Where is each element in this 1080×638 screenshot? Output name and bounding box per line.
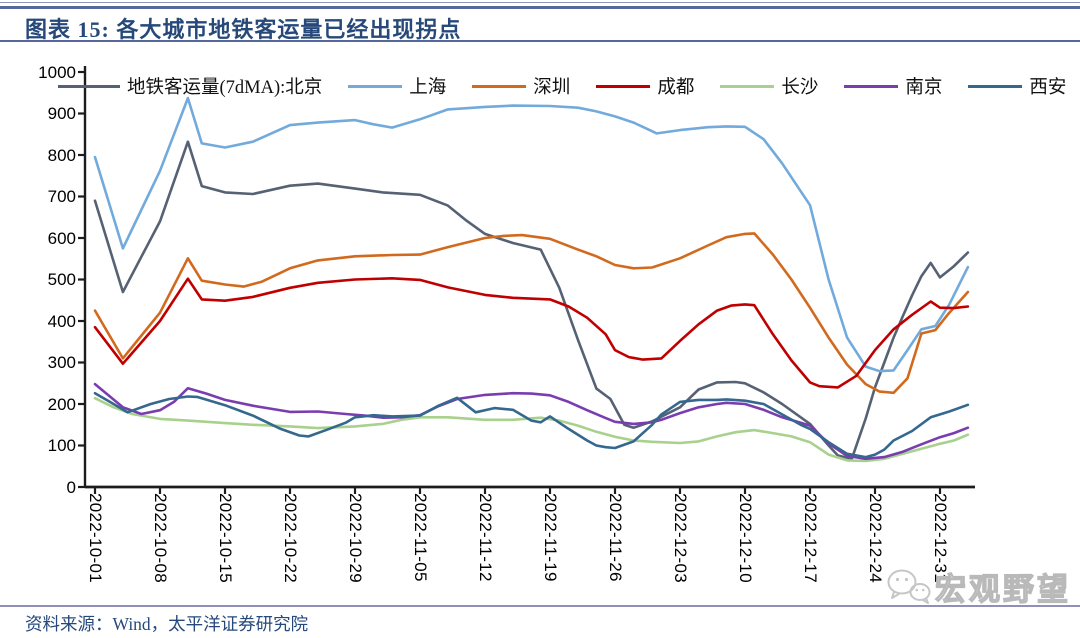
- series-line-shanghai: [93, 96, 970, 373]
- legend-item-nanjing: 南京: [844, 73, 942, 99]
- watermark: 宏观野望: [886, 564, 1071, 609]
- legend-label: 西安: [1029, 78, 1067, 98]
- y-tick-label: 800: [47, 145, 76, 165]
- legend-item-beijing: 地铁客运量(7dMA):北京: [58, 73, 322, 99]
- series-line-beijing: [93, 140, 970, 461]
- series-line-xian: [93, 391, 970, 459]
- legend-line-swatch: [472, 84, 527, 88]
- series-line-changsha: [93, 396, 970, 463]
- y-tick-label: 0: [66, 477, 76, 497]
- figure-title: 图表 15: 各大城市地铁客运量已经出现拐点: [25, 17, 462, 42]
- series-line-chengdu: [93, 276, 970, 389]
- x-tick-label: 2022-11-26: [605, 493, 625, 582]
- chart-legend: 地铁客运量(7dMA):北京 上海 深圳 成都 长沙 南京 西安: [58, 74, 1068, 98]
- y-tick-label: 700: [47, 187, 76, 206]
- legend-item-chengdu: 成都: [596, 73, 694, 99]
- legend-label: 长沙: [781, 78, 819, 98]
- y-tick-label: 400: [47, 311, 76, 331]
- legend-item-xian: 西安: [968, 73, 1066, 99]
- x-tick-label: 2022-12-10: [735, 493, 755, 583]
- legend-item-shanghai: 上海: [348, 73, 446, 99]
- footer-divider: [0, 605, 1080, 607]
- y-tick-label: 300: [47, 353, 76, 372]
- x-tick-label: 2022-11-12: [475, 493, 495, 582]
- x-tick-label: 2022-10-08: [150, 493, 170, 583]
- legend-label: 深圳: [533, 78, 571, 98]
- legend-line-swatch: [968, 84, 1023, 88]
- top-divider: [0, 6, 1080, 9]
- legend-line-swatch: [58, 84, 120, 88]
- legend-line-swatch: [596, 84, 651, 88]
- legend-label: 南京: [905, 78, 943, 98]
- source-note: 资料来源：Wind，太平洋证券研究院: [25, 614, 309, 634]
- x-tick-label: 2022-12-17: [800, 493, 820, 583]
- y-tick-label: 500: [47, 270, 76, 289]
- x-tick-label: 2022-11-05: [410, 493, 430, 582]
- x-tick-label: 2022-12-24: [865, 493, 885, 583]
- legend-label: 成都: [657, 78, 695, 98]
- title-divider: [0, 40, 1080, 42]
- legend-item-shenzhen: 深圳: [472, 73, 570, 99]
- series-line-shenzhen: [93, 232, 970, 395]
- legend-line-swatch: [844, 84, 899, 88]
- y-tick-label: 100: [47, 436, 76, 455]
- legend-line-swatch: [348, 84, 403, 88]
- legend-line-swatch: [720, 84, 775, 88]
- x-tick-label: 2022-10-22: [280, 493, 300, 583]
- x-tick-label: 2022-11-19: [540, 493, 560, 582]
- y-tick-label: 600: [47, 228, 76, 248]
- legend-label: 上海: [409, 78, 447, 98]
- y-tick-label: 1000: [38, 62, 76, 82]
- x-tick-label: 2022-10-15: [215, 493, 235, 583]
- x-tick-label: 2022-10-01: [85, 493, 105, 583]
- x-tick-label: 2022-10-29: [345, 493, 365, 583]
- y-tick-label: 200: [47, 394, 76, 414]
- wechat-icon: [887, 569, 931, 604]
- legend-label: 地铁客运量(7dMA):北京: [127, 78, 323, 98]
- watermark-text: 宏观野望: [934, 571, 1071, 607]
- y-tick-label: 900: [47, 104, 76, 123]
- top-divider-thin: [0, 2, 1080, 3]
- x-tick-label: 2022-12-03: [670, 493, 690, 583]
- legend-item-changsha: 长沙: [720, 73, 818, 99]
